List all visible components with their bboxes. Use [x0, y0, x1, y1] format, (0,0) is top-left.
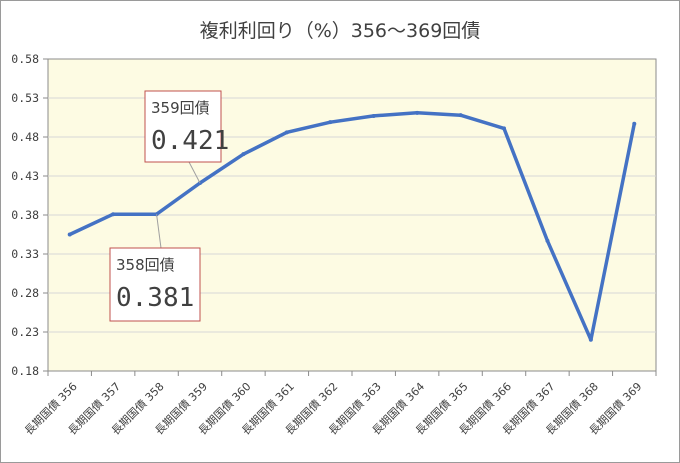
data-point — [415, 110, 420, 115]
y-tick-label: 0.23 — [11, 325, 39, 339]
callout-value: 0.421 — [151, 126, 229, 156]
y-tick-label: 0.18 — [11, 364, 39, 378]
y-tick-label: 0.53 — [11, 91, 39, 105]
data-point — [458, 113, 463, 118]
data-point — [111, 212, 116, 217]
callout-value: 0.381 — [116, 283, 194, 313]
callout-label: 358回債 — [116, 256, 175, 274]
y-tick-label: 0.43 — [11, 169, 39, 183]
y-tick-label: 0.33 — [11, 247, 39, 261]
chart-title: 複利利回り（%）356～369回債 — [200, 20, 481, 42]
y-tick-label: 0.48 — [11, 130, 39, 144]
data-point — [502, 126, 506, 131]
callout-label: 359回債 — [151, 99, 210, 117]
data-point — [241, 152, 246, 157]
series-line — [67, 111, 637, 342]
callout-box — [144, 90, 222, 163]
y-tick-label: 0.58 — [11, 52, 39, 66]
callout-leader — [156, 214, 162, 249]
data-point — [67, 232, 72, 237]
data-point — [632, 121, 637, 126]
data-point — [588, 337, 593, 342]
data-point — [328, 120, 333, 125]
data-point — [371, 113, 376, 118]
y-tick-label: 0.38 — [11, 208, 39, 222]
callout-box — [109, 247, 201, 322]
data-point — [545, 238, 550, 243]
callout-leader — [188, 161, 201, 184]
y-tick-label: 0.28 — [11, 286, 39, 300]
data-point — [284, 130, 289, 135]
